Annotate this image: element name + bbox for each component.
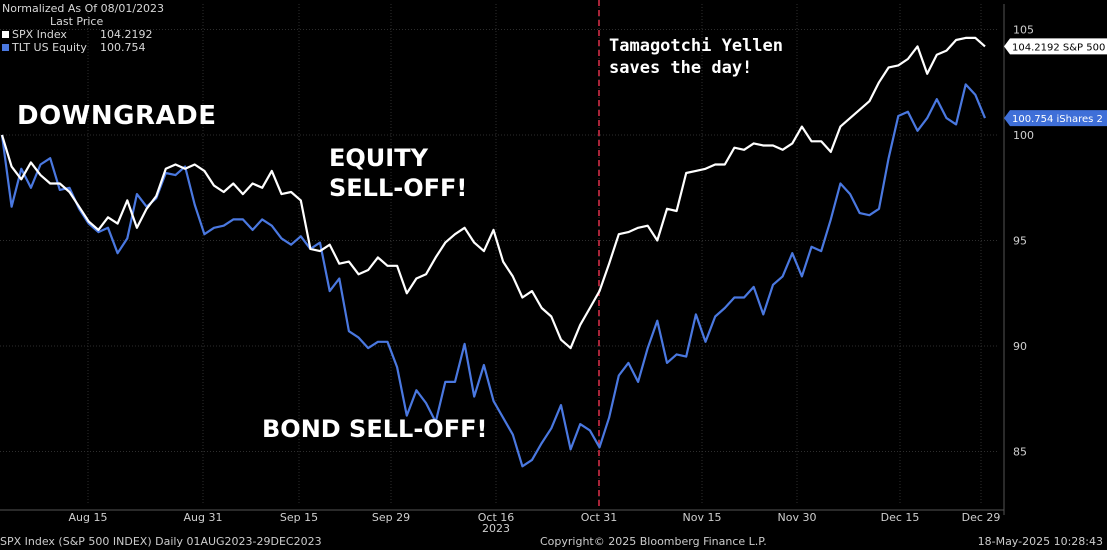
series-line-spx bbox=[0, 36, 986, 350]
annotation-yellen-line1: Tamagotchi Yellen bbox=[609, 36, 783, 56]
x-tick-label: Aug 15 bbox=[69, 511, 108, 524]
legend-swatch-spx bbox=[2, 31, 9, 38]
end-label-text: 104.2192 S&P 500 I bbox=[1012, 42, 1107, 53]
end-label-text: 100.754 iShares 2 bbox=[1012, 114, 1103, 125]
end-label-spx: 104.2192 S&P 500 I bbox=[1004, 38, 1107, 55]
x-year-label: 2023 bbox=[482, 522, 510, 535]
x-tick-label: Sep 29 bbox=[372, 511, 410, 524]
x-tick-label: Oct 16 bbox=[478, 511, 515, 524]
x-tick-label: Nov 30 bbox=[778, 511, 817, 524]
legend-item-tlt: TLT US Equity 100.754 bbox=[2, 41, 164, 54]
footer-timestamp: 18-May-2025 10:28:43 bbox=[977, 535, 1103, 548]
y-tick-label: 100 bbox=[1013, 129, 1034, 142]
y-tick-label: 105 bbox=[1013, 24, 1034, 37]
normalized-label: Normalized As Of 08/01/2023 bbox=[2, 2, 165, 15]
legend-value-spx: 104.2192 bbox=[100, 28, 153, 41]
annotation-equity-line1: EQUITY bbox=[329, 144, 428, 172]
annotation-downgrade: DOWNGRADE bbox=[17, 101, 217, 131]
legend: Normalized As Of 08/01/2023 Last Price S… bbox=[2, 2, 164, 54]
footer-copyright: Copyright© 2025 Bloomberg Finance L.P. bbox=[540, 535, 767, 548]
annotation-bond-selloff: BOND SELL-OFF! bbox=[262, 415, 488, 443]
x-tick-label: Dec 15 bbox=[881, 511, 920, 524]
x-tick-label: Aug 31 bbox=[184, 511, 223, 524]
y-tick-label: 95 bbox=[1013, 235, 1027, 248]
legend-swatch-tlt bbox=[2, 44, 9, 51]
legend-item-spx: SPX Index 104.2192 bbox=[2, 28, 164, 41]
x-tick-label: Sep 15 bbox=[280, 511, 318, 524]
legend-value-tlt: 100.754 bbox=[100, 41, 146, 54]
annotation-equity-line2: SELL-OFF! bbox=[329, 174, 468, 202]
series-line-tlt bbox=[0, 83, 987, 468]
last-price-label: Last Price bbox=[50, 15, 104, 28]
end-label-tlt: 100.754 iShares 2 bbox=[1004, 110, 1107, 127]
legend-name-spx: SPX Index bbox=[12, 28, 67, 41]
end-label-box bbox=[1004, 38, 1107, 55]
legend-name-tlt: TLT US Equity bbox=[12, 41, 87, 54]
series-layer bbox=[0, 36, 987, 468]
annotation-yellen-line2: saves the day! bbox=[609, 58, 753, 78]
end-label-box bbox=[1004, 110, 1107, 127]
annotation-equity-selloff: EQUITY SELL-OFF! bbox=[329, 143, 467, 203]
y-tick-label: 90 bbox=[1013, 340, 1027, 353]
axis-layer: 85 90 95 100 105 Aug 15 Aug 31 Sep 15 Sep 29 Oct … bbox=[0, 4, 1107, 535]
annotation-yellen: Tamagotchi Yellen saves the day! bbox=[609, 35, 783, 79]
x-tick-label: Dec 29 bbox=[962, 511, 1001, 524]
footer-series-info: SPX Index (S&P 500 INDEX) Daily 01AUG202… bbox=[0, 535, 322, 548]
x-tick-label: Oct 31 bbox=[581, 511, 618, 524]
x-tick-label: Nov 15 bbox=[683, 511, 722, 524]
grid-lines bbox=[0, 4, 997, 505]
y-tick-label: 85 bbox=[1013, 446, 1027, 459]
